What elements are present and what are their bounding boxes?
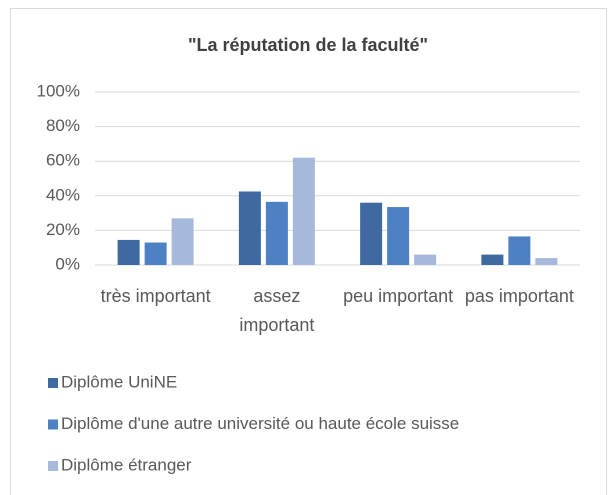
legend-swatch xyxy=(48,461,58,471)
y-tick-label: 80% xyxy=(46,116,80,135)
legend-label: Diplôme étranger xyxy=(61,455,192,474)
y-tick-label: 60% xyxy=(46,151,80,170)
bar xyxy=(238,191,261,265)
bar xyxy=(481,254,504,265)
bar xyxy=(535,258,558,265)
bar xyxy=(292,157,315,265)
bar xyxy=(414,254,437,265)
bar xyxy=(387,207,410,265)
y-tick-label: 20% xyxy=(46,220,80,239)
y-tick-label: 100% xyxy=(37,81,80,100)
legend-label: Diplôme UniNE xyxy=(61,372,177,391)
chart-title: "La réputation de la faculté" xyxy=(188,35,428,55)
legend-swatch xyxy=(48,378,58,388)
x-tick-label: très important xyxy=(100,286,211,306)
y-tick-label: 0% xyxy=(55,254,80,273)
legend-swatch xyxy=(48,419,58,430)
x-tick-label: peu important xyxy=(343,286,454,306)
bar xyxy=(117,239,140,265)
bar xyxy=(144,242,167,265)
y-tick-label: 40% xyxy=(46,185,80,204)
bar xyxy=(171,218,194,265)
bar xyxy=(508,236,531,265)
bar xyxy=(265,201,288,265)
x-tick-label: pas important xyxy=(464,286,574,306)
legend-label: Diplôme d'une autre université ou haute … xyxy=(61,414,459,433)
bar xyxy=(360,202,383,265)
x-tick-label: assez important xyxy=(239,286,315,335)
